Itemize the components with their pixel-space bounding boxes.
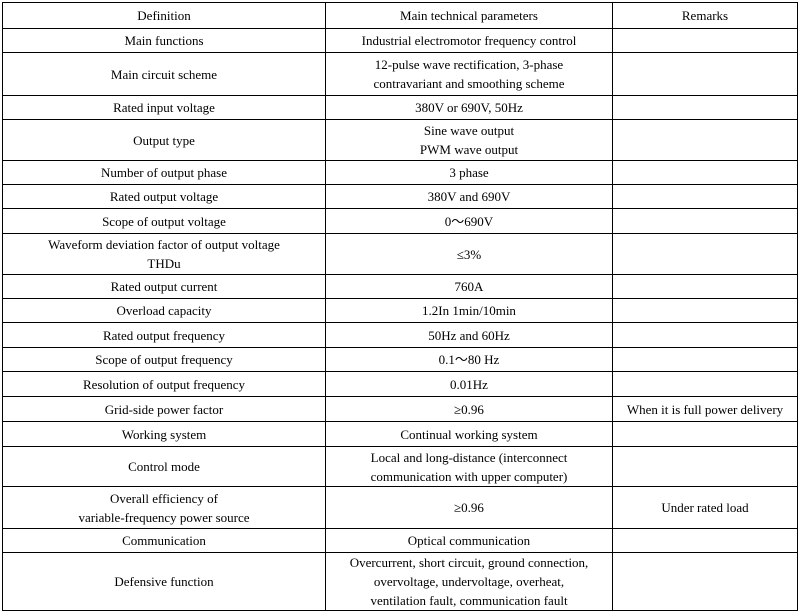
table-row: Waveform deviation factor of output volt… <box>2 233 798 275</box>
definition-cell: Resolution of output frequency <box>2 371 326 397</box>
remarks-cell <box>612 298 798 323</box>
parameter-cell: Optical communication <box>325 528 613 553</box>
remarks-cell <box>612 347 798 372</box>
remarks-cell <box>612 160 798 185</box>
definition-cell: Communication <box>2 528 326 553</box>
parameter-cell: Continual working system <box>325 421 613 447</box>
table-row: Resolution of output frequency 0.01Hz <box>2 371 798 397</box>
parameter-cell: 0.1～80 Hz <box>325 347 613 372</box>
remarks-cell <box>612 274 798 299</box>
definition-cell: Control mode <box>2 446 326 487</box>
definition-cell: Working system <box>2 421 326 447</box>
remarks-cell <box>612 119 798 161</box>
table-row: Main circuit scheme 12-pulse wave rectifi… <box>2 52 798 96</box>
remarks-cell <box>612 208 798 234</box>
remarks-cell <box>612 184 798 209</box>
definition-cell: Rated output voltage <box>2 184 326 209</box>
definition-cell: Scope of output frequency <box>2 347 326 372</box>
definition-cell: Overload capacity <box>2 298 326 323</box>
table-row: Overload capacity 1.2In 1min/10min <box>2 298 798 323</box>
table-row: Rated output voltage 380V and 690V <box>2 184 798 209</box>
definition-cell: Rated output frequency <box>2 322 326 348</box>
definition-cell: Scope of output voltage <box>2 208 326 234</box>
table-row: Rated output frequency 50Hz and 60Hz <box>2 322 798 348</box>
table-row: Grid-side power factor ≥0.96 When it is fu… <box>2 396 798 422</box>
remarks-cell <box>612 446 798 487</box>
header-definition: Definition <box>2 2 326 29</box>
definition-cell: Overall efficiency of variable-frequency… <box>2 486 326 529</box>
header-parameters: Main technical parameters <box>325 2 613 29</box>
remarks-cell <box>612 371 798 397</box>
table-row: Control mode Local and long-distance (int… <box>2 446 798 487</box>
parameter-cell: Industrial electromotor frequency contro… <box>325 28 613 53</box>
parameter-cell: 3 phase <box>325 160 613 185</box>
definition-cell: Waveform deviation factor of output volt… <box>2 233 326 275</box>
remarks-cell <box>612 322 798 348</box>
remarks-cell: When it is full power delivery <box>612 396 798 422</box>
remarks-cell <box>612 421 798 447</box>
table-row: Scope of output frequency 0.1～80 Hz <box>2 347 798 372</box>
parameter-cell: ≥0.96 <box>325 486 613 529</box>
table-row: Rated output current 760A <box>2 274 798 299</box>
parameter-cell: Sine wave output PWM wave output <box>325 119 613 161</box>
remarks-cell <box>612 52 798 96</box>
table-row: Communication Optical communication <box>2 528 798 553</box>
parameter-cell: 0～690V <box>325 208 613 234</box>
parameter-cell: Local and long-distance (interconnect co… <box>325 446 613 487</box>
definition-cell: Output type <box>2 119 326 161</box>
table-row: Scope of output voltage 0～690V <box>2 208 798 234</box>
definition-cell: Number of output phase <box>2 160 326 185</box>
remarks-cell <box>612 233 798 275</box>
table-row: Defensive function Overcurrent, short cir… <box>2 552 798 611</box>
remarks-cell <box>612 528 798 553</box>
remarks-cell: Under rated load <box>612 486 798 529</box>
definition-cell: Rated output current <box>2 274 326 299</box>
parameter-cell: 380V and 690V <box>325 184 613 209</box>
definition-cell: Defensive function <box>2 552 326 611</box>
header-row: Definition Main technical parameters Rem… <box>2 2 798 29</box>
table-row: Rated input voltage 380V or 690V, 50Hz <box>2 95 798 120</box>
parameter-cell: 760A <box>325 274 613 299</box>
parameter-cell: 50Hz and 60Hz <box>325 322 613 348</box>
table-row: Output type Sine wave output PWM wave out… <box>2 119 798 161</box>
definition-cell: Main circuit scheme <box>2 52 326 96</box>
table-row: Overall efficiency of variable-frequency… <box>2 486 798 529</box>
definition-cell: Rated input voltage <box>2 95 326 120</box>
definition-cell: Main functions <box>2 28 326 53</box>
parameter-cell: 1.2In 1min/10min <box>325 298 613 323</box>
table-row: Number of output phase 3 phase <box>2 160 798 185</box>
header-remarks: Remarks <box>612 2 798 29</box>
parameter-cell: 0.01Hz <box>325 371 613 397</box>
remarks-cell <box>612 28 798 53</box>
parameter-cell: 380V or 690V, 50Hz <box>325 95 613 120</box>
parameter-cell: 12-pulse wave rectification, 3-phase con… <box>325 52 613 96</box>
remarks-cell <box>612 95 798 120</box>
remarks-cell <box>612 552 798 611</box>
table-row: Working system Continual working system <box>2 421 798 447</box>
parameter-cell: Overcurrent, short circuit, ground conne… <box>325 552 613 611</box>
parameter-cell: ≤3% <box>325 233 613 275</box>
parameter-cell: ≥0.96 <box>325 396 613 422</box>
definition-cell: Grid-side power factor <box>2 396 326 422</box>
table-row: Main functions Industrial electromotor fr… <box>2 28 798 53</box>
